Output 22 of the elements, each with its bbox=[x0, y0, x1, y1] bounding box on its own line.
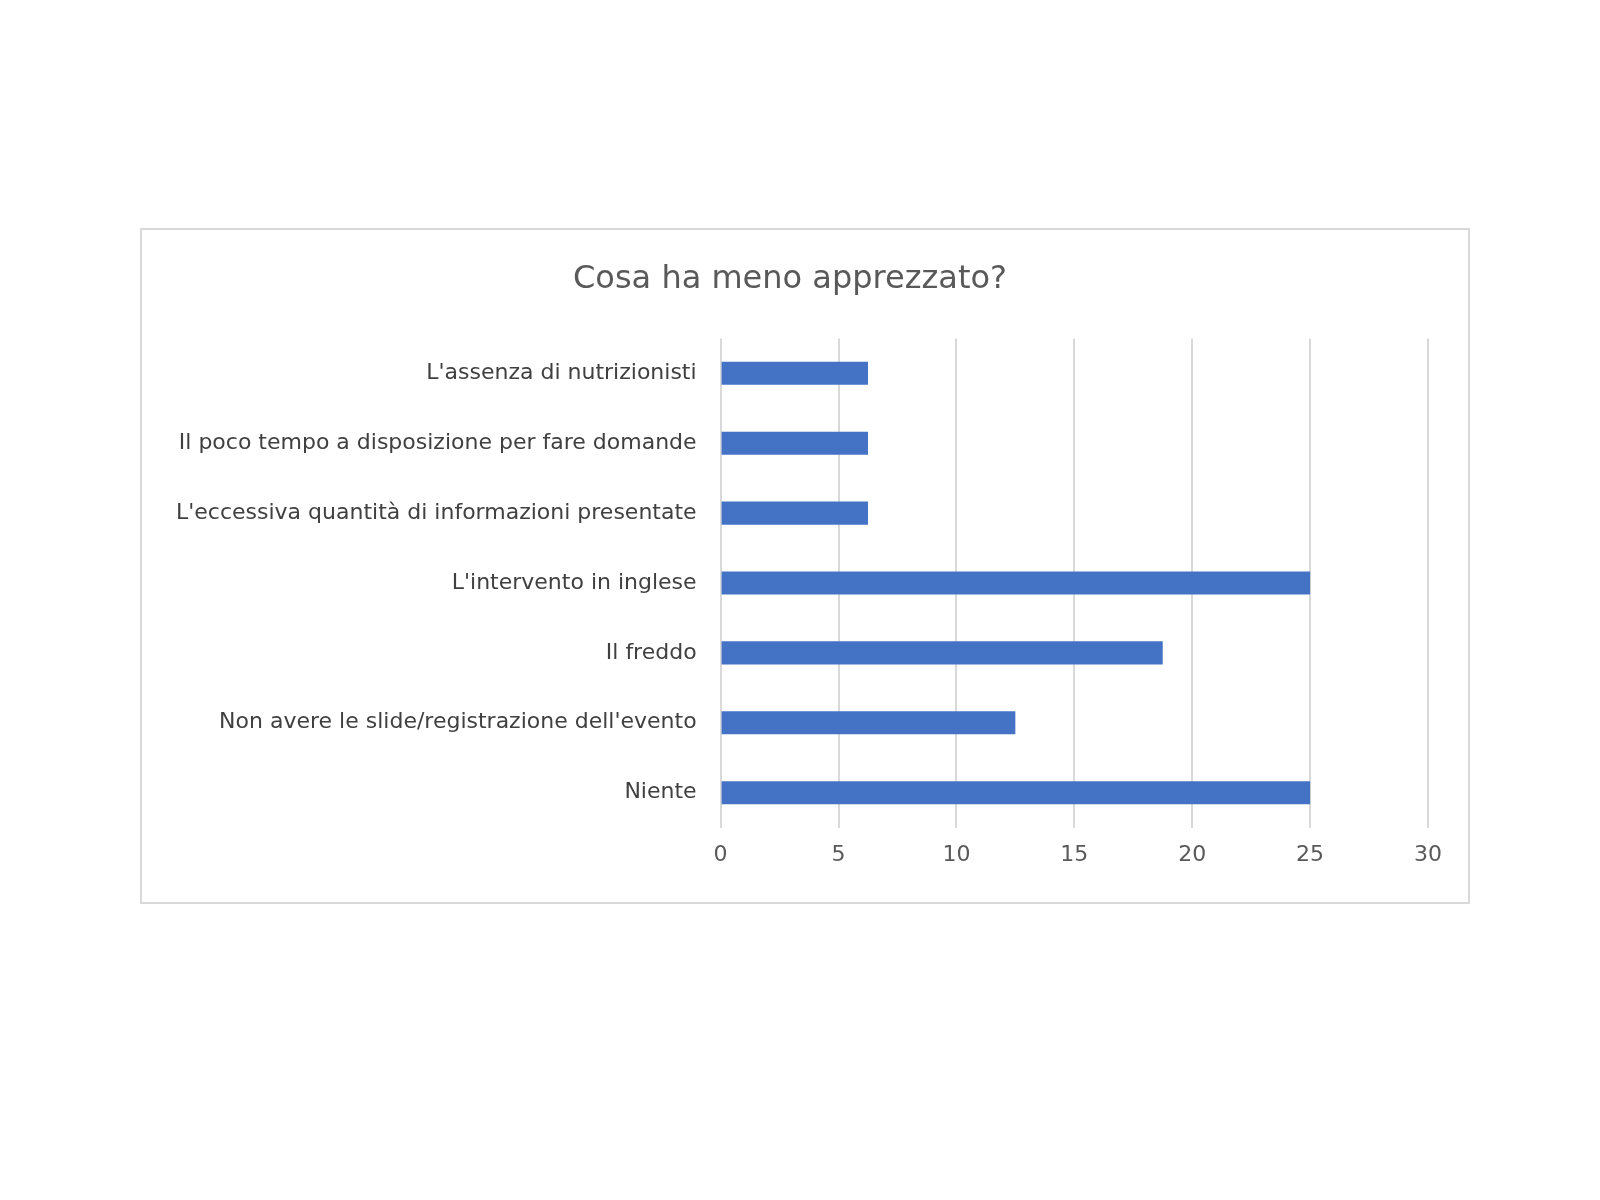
y-tick-label: L'intervento in inglese bbox=[451, 568, 697, 594]
y-tick-label: Il freddo bbox=[605, 638, 697, 664]
x-tick-label: 0 bbox=[713, 840, 728, 866]
x-tick-label: 20 bbox=[1178, 840, 1207, 866]
bar bbox=[721, 571, 1311, 595]
x-tick-label: 10 bbox=[942, 840, 971, 866]
x-tick-label: 5 bbox=[831, 840, 846, 866]
y-tick-label: Il poco tempo a disposizione per fare domande bbox=[178, 428, 697, 454]
bar bbox=[721, 361, 868, 385]
y-tick-label: L'assenza di nutrizionisti bbox=[426, 359, 697, 385]
y-tick-label: L'eccessiva quantità di informazioni presentate bbox=[176, 498, 697, 524]
chart-title: Cosa ha meno apprezzato? bbox=[572, 257, 1008, 296]
y-tick-label: Niente bbox=[624, 778, 697, 804]
x-tick-label: 30 bbox=[1414, 840, 1442, 866]
x-tick-label: 15 bbox=[1060, 840, 1089, 866]
y-tick-label: Non avere le slide/registrazione dell'evento bbox=[219, 708, 697, 734]
bar bbox=[721, 711, 1016, 735]
bar bbox=[721, 781, 1311, 805]
bar bbox=[721, 641, 1163, 665]
x-tick-label: 25 bbox=[1296, 840, 1325, 866]
bar bbox=[721, 431, 868, 455]
bar bbox=[721, 501, 868, 525]
